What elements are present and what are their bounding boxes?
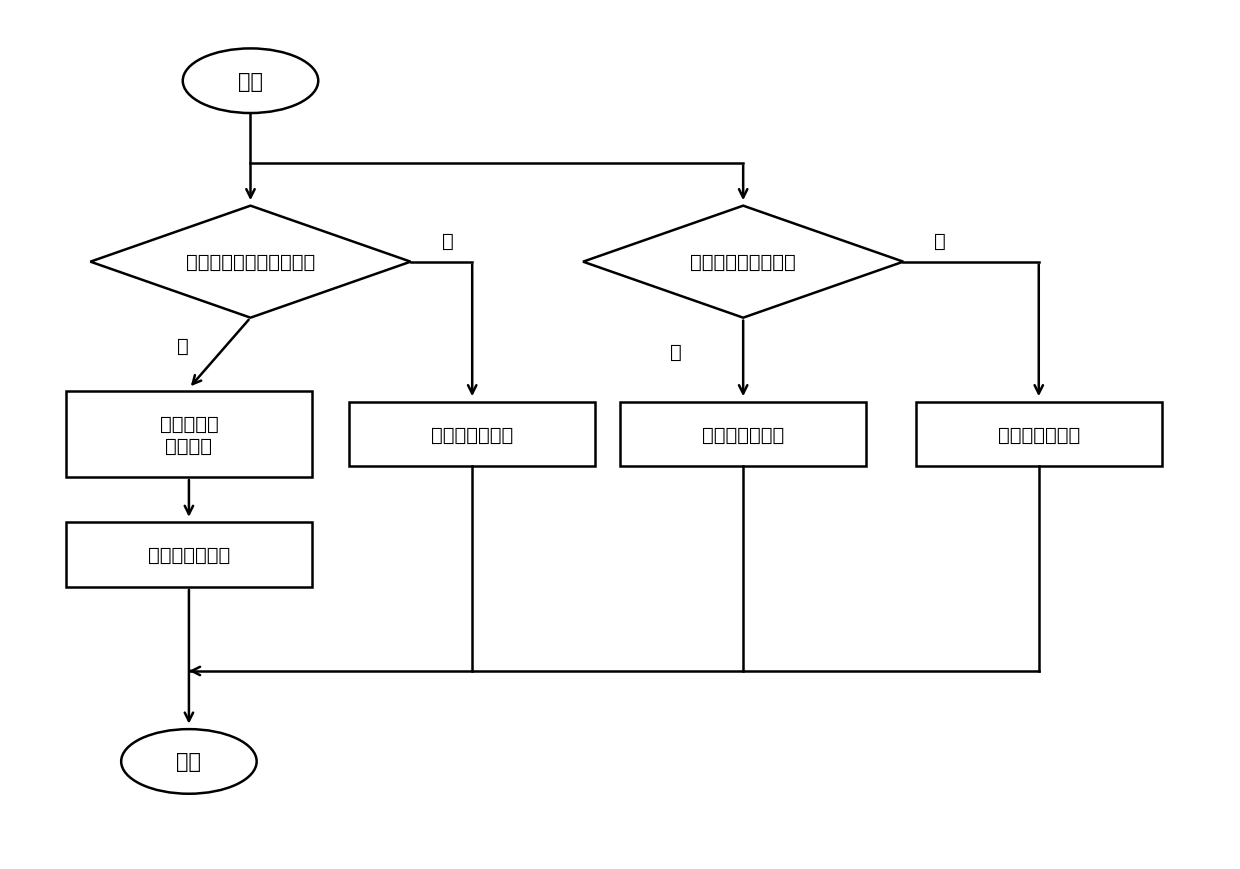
Bar bbox=[620, 402, 867, 467]
Text: 是: 是 bbox=[177, 337, 188, 355]
Bar bbox=[348, 402, 595, 467]
Text: 开始: 开始 bbox=[238, 71, 263, 91]
Text: 是: 是 bbox=[670, 342, 681, 362]
Text: 否: 否 bbox=[935, 231, 946, 250]
Bar bbox=[66, 391, 312, 478]
Text: 关闭第二比例阀: 关闭第二比例阀 bbox=[432, 425, 513, 444]
Bar bbox=[915, 402, 1162, 467]
Text: 否: 否 bbox=[441, 231, 454, 250]
Text: 关闭第一比例阀: 关闭第一比例阀 bbox=[998, 425, 1080, 444]
Text: 增大空压机
压力流量: 增大空压机 压力流量 bbox=[160, 414, 218, 455]
Text: 打开第二比例阀: 打开第二比例阀 bbox=[148, 546, 231, 565]
Bar bbox=[66, 523, 312, 587]
Text: 电堆湿度值是否过高: 电堆湿度值是否过高 bbox=[691, 253, 796, 272]
Text: 空压机是否处于喝振区间: 空压机是否处于喝振区间 bbox=[186, 253, 315, 272]
Text: 结束: 结束 bbox=[176, 752, 201, 772]
Text: 打开第一比例阀: 打开第一比例阀 bbox=[702, 425, 784, 444]
